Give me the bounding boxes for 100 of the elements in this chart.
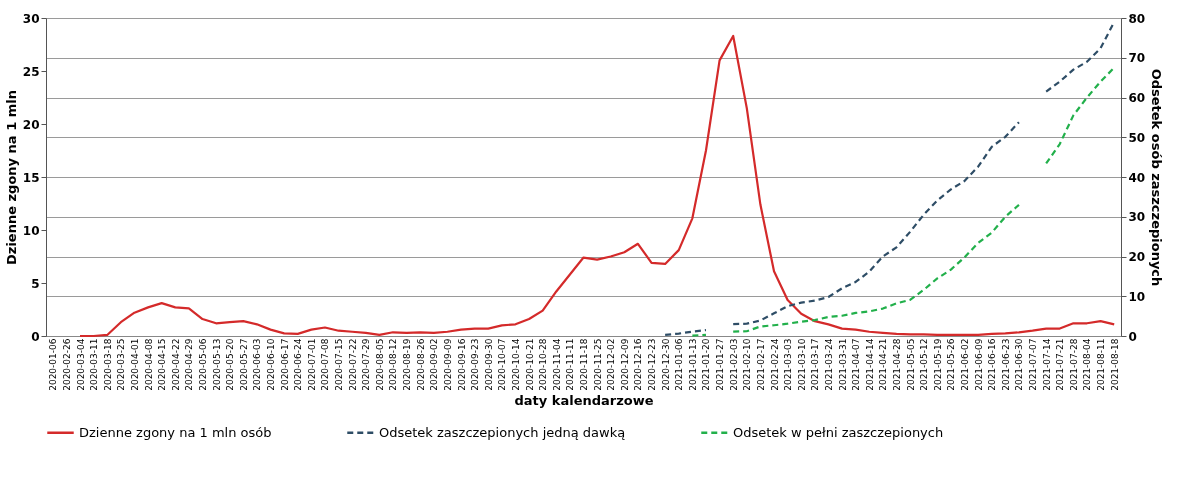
x-tick-label: 2020-10-07 bbox=[497, 338, 508, 391]
x-tick-label: 2021-08-04 bbox=[1082, 338, 1093, 391]
line-series bbox=[78, 34, 1116, 338]
x-tick-label: 2020-10-14 bbox=[510, 338, 521, 391]
y-tick-label: 10 bbox=[22, 223, 40, 238]
x-tick-label: 2020-05-20 bbox=[225, 338, 236, 391]
y2-tick-label: 80 bbox=[1128, 11, 1146, 26]
x-tick-label: 2020-12-23 bbox=[647, 338, 658, 391]
x-tick-label: 2020-12-02 bbox=[606, 338, 617, 391]
x-tick-label: 2020-04-29 bbox=[184, 338, 195, 391]
x-tick-label: 2020-07-01 bbox=[306, 338, 317, 391]
x-tick-label: 2021-07-14 bbox=[1041, 338, 1052, 391]
x-tick-label: 2021-03-10 bbox=[796, 338, 807, 391]
x-tick-label: 2020-06-24 bbox=[293, 338, 304, 391]
y-tick-label: 25 bbox=[22, 64, 40, 79]
x-tick-label: 2021-05-26 bbox=[946, 338, 957, 391]
x-tick-label: 2021-01-27 bbox=[715, 338, 726, 391]
y2-tick-label: 0 bbox=[1128, 329, 1137, 344]
y-tick-label: 30 bbox=[22, 11, 40, 26]
x-tick-label: 2020-07-15 bbox=[334, 338, 345, 391]
y2-axis-title: Odsetek osób zaszczepionych bbox=[1149, 68, 1165, 287]
y-axis-title: Dzienne zgony na 1 mln bbox=[3, 90, 19, 265]
x-tick-label: 2020-08-19 bbox=[402, 338, 413, 391]
x-tick-label: 2021-05-19 bbox=[932, 338, 943, 391]
x-tick-label: 2021-04-28 bbox=[891, 338, 902, 391]
x-tick-label: 2021-07-21 bbox=[1055, 338, 1066, 391]
x-tick-label: 2020-12-30 bbox=[660, 338, 671, 391]
x-tick-label: 2020-08-05 bbox=[374, 338, 385, 391]
x-tick-label: 2020-11-11 bbox=[565, 338, 576, 391]
x-tick-label: 2021-04-21 bbox=[878, 338, 889, 391]
x-tick-label: 2020-11-25 bbox=[592, 338, 603, 391]
x-tick-label: 2020-05-27 bbox=[238, 338, 249, 391]
y-tick-label: 5 bbox=[31, 276, 40, 291]
x-tick-label: 2021-02-17 bbox=[755, 338, 766, 391]
x-tick-label: 2020-04-08 bbox=[143, 338, 154, 391]
x-tick-label: 2021-06-23 bbox=[1000, 338, 1011, 391]
x-tick-label: 2020-02-26 bbox=[61, 338, 72, 391]
x-tick-label: 2020-01-06 bbox=[48, 338, 59, 391]
x-tick-label: 2020-05-06 bbox=[197, 338, 208, 391]
x-tick-label: 2020-04-01 bbox=[129, 338, 140, 391]
x-tick-label: 2020-09-02 bbox=[429, 338, 440, 391]
y2-tick-label: 70 bbox=[1128, 51, 1146, 66]
y2-tick-label: 50 bbox=[1128, 130, 1146, 145]
x-tick-label: 2020-04-15 bbox=[157, 338, 168, 391]
legend-label: Odsetek w pełni zaszczepionych bbox=[733, 424, 944, 440]
y2-tick-label: 10 bbox=[1128, 289, 1146, 304]
x-axis-title: daty kalendarzowe bbox=[514, 392, 654, 408]
x-tick-label: 2020-11-18 bbox=[579, 338, 589, 391]
y2-tick-label: 30 bbox=[1128, 210, 1146, 225]
x-tick-label: 2021-02-10 bbox=[742, 338, 753, 391]
x-tick-label: 2020-03-04 bbox=[75, 338, 86, 391]
x-tick-label: 2021-03-24 bbox=[823, 338, 834, 391]
x-tick-label: 2021-03-03 bbox=[783, 338, 794, 391]
x-tick-label: 2020-03-25 bbox=[116, 338, 127, 391]
y-tick-label: 15 bbox=[22, 170, 40, 185]
x-tick-label: 2021-05-05 bbox=[905, 338, 916, 391]
x-tick-label: 2020-12-09 bbox=[619, 338, 630, 391]
y-tick-label: 0 bbox=[31, 329, 40, 344]
x-tick-label: 2020-06-10 bbox=[266, 338, 277, 391]
x-tick-label: 2021-04-07 bbox=[851, 338, 862, 391]
x-tick-label: 2020-03-18 bbox=[102, 338, 113, 391]
legend-label: Odsetek zaszczepionych jedną dawką bbox=[379, 424, 626, 440]
y2-tick-label: 60 bbox=[1128, 91, 1146, 105]
x-tick-label: 2020-08-26 bbox=[415, 338, 426, 391]
x-tick-label: 2021-02-03 bbox=[728, 338, 739, 391]
x-tick-label: 2020-09-23 bbox=[470, 338, 481, 391]
y2-tick-label: 20 bbox=[1128, 250, 1146, 264]
x-tick-label: 2020-03-11 bbox=[89, 338, 100, 391]
x-tick-label: 2020-04-22 bbox=[170, 338, 181, 391]
x-tick-label: 2020-05-13 bbox=[211, 338, 222, 391]
x-tick-label: 2021-05-12 bbox=[919, 338, 930, 391]
x-tick-label: 2021-03-31 bbox=[837, 338, 848, 391]
y-tick-label: 20 bbox=[22, 117, 40, 132]
x-tick-label: 2020-09-30 bbox=[483, 338, 494, 391]
x-tick-label: 2021-07-07 bbox=[1028, 338, 1039, 391]
x-tick-label: 2020-11-04 bbox=[551, 338, 562, 391]
x-tick-label: 2021-04-14 bbox=[864, 338, 875, 391]
x-tick-label: 2020-07-22 bbox=[347, 338, 358, 391]
x-tick-label: 2021-02-24 bbox=[769, 338, 780, 391]
x-tick-label: 2020-10-28 bbox=[538, 338, 549, 391]
x-tick-label: 2021-07-28 bbox=[1068, 338, 1079, 391]
x-tick-label: 2021-08-18 bbox=[1109, 338, 1120, 391]
x-tick-label: 2020-10-21 bbox=[524, 338, 535, 391]
x-tick-label: 2021-08-11 bbox=[1096, 338, 1107, 391]
x-tick-label: 2020-08-12 bbox=[388, 338, 399, 391]
y2-tick-label: 40 bbox=[1128, 170, 1146, 185]
x-tick-label: 2020-06-17 bbox=[279, 338, 290, 391]
x-tick-label: 2021-01-20 bbox=[701, 338, 712, 391]
x-tick-label: 2021-01-13 bbox=[687, 338, 698, 391]
x-tick-label: 2021-06-16 bbox=[987, 338, 998, 391]
x-tick-label: 2020-07-08 bbox=[320, 338, 331, 391]
x-tick-label: 2020-07-29 bbox=[361, 338, 372, 391]
x-tick-label: 2021-03-17 bbox=[810, 338, 821, 391]
x-tick-label: 2021-06-02 bbox=[960, 338, 971, 391]
x-tick-label: 2020-12-16 bbox=[633, 338, 644, 391]
x-tick-label: 2020-09-16 bbox=[456, 338, 467, 391]
x-tick-label: 2020-06-03 bbox=[252, 338, 263, 391]
x-tick-label: 2021-01-06 bbox=[674, 338, 685, 391]
legend-label: Dzienne zgony na 1 mln osób bbox=[79, 424, 272, 440]
x-tick-label: 2020-09-09 bbox=[442, 338, 453, 391]
